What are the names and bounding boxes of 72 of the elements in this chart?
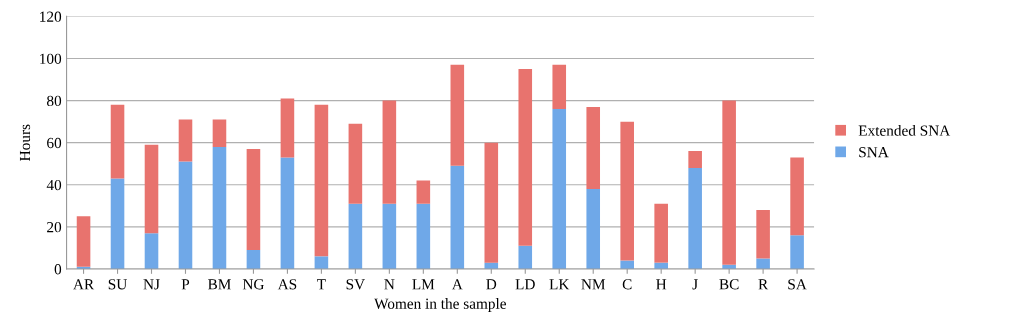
bar — [382, 203, 397, 269]
bar — [484, 142, 499, 263]
bar — [348, 123, 363, 204]
x-tick-label: NM — [581, 279, 606, 290]
x-tick-label: T — [317, 279, 326, 290]
bar — [246, 250, 261, 269]
x-tick-label: R — [758, 279, 769, 290]
y-tick-label: 20 — [47, 222, 62, 233]
x-tick-label: D — [486, 279, 497, 290]
bar — [382, 100, 397, 204]
bar — [280, 157, 295, 269]
y-tick-label: 60 — [47, 137, 62, 149]
y-tick-label: 80 — [47, 95, 62, 107]
bar — [314, 256, 329, 269]
bar — [450, 64, 465, 166]
bar — [110, 178, 125, 269]
bar — [654, 203, 668, 263]
bar — [790, 157, 804, 236]
x-tick-label: NG — [242, 279, 264, 290]
x-tick-label: NJ — [143, 279, 160, 290]
bar — [178, 119, 193, 162]
bar — [212, 119, 227, 147]
legend-label: SNA — [859, 147, 889, 158]
x-tick-label: SV — [346, 279, 365, 290]
y-axis-title: Hours — [19, 124, 31, 161]
bar — [416, 203, 431, 269]
bar — [586, 188, 601, 269]
bar — [76, 216, 91, 267]
x-tick-label: H — [656, 279, 667, 290]
bar — [586, 106, 601, 189]
bar — [246, 148, 261, 251]
bar — [212, 146, 227, 269]
bar — [756, 258, 770, 269]
bar — [314, 104, 329, 257]
bar — [348, 203, 363, 269]
x-tick-label: C — [622, 279, 632, 290]
x-tick-label: A — [451, 279, 463, 290]
bar — [518, 245, 533, 269]
y-tick-label: 0 — [54, 264, 62, 275]
bar — [178, 161, 193, 269]
x-tick-label: P — [181, 279, 190, 290]
x-tick-label: J — [692, 279, 698, 290]
x-tick-label: LM — [412, 279, 435, 290]
x-tick-label: BC — [719, 279, 739, 290]
y-tick-label: 100 — [40, 53, 62, 64]
bar — [552, 64, 567, 110]
x-tick-label: N — [384, 279, 395, 290]
bar — [518, 69, 533, 246]
x-tick-label: SU — [108, 279, 127, 290]
bar — [790, 235, 804, 269]
bar — [688, 151, 702, 168]
x-tick-label: AR — [73, 279, 95, 290]
y-tick-label: 40 — [46, 179, 62, 191]
x-tick-label: LK — [549, 279, 570, 290]
x-tick-label: AS — [277, 279, 297, 290]
x-axis-title: Women in the sample — [374, 298, 506, 312]
bar — [110, 104, 125, 179]
x-tick-label: LD — [515, 279, 535, 290]
bar — [620, 121, 634, 261]
bar — [756, 210, 770, 259]
y-tick-label: 120 — [40, 11, 62, 22]
bar — [450, 165, 465, 269]
bar — [722, 100, 736, 265]
x-tick-label: SA — [788, 279, 807, 290]
bar — [280, 98, 295, 158]
x-tick-label: BM — [208, 279, 231, 290]
legend-label: Extended SNA — [858, 125, 951, 136]
bar — [688, 167, 702, 269]
bar — [416, 180, 431, 204]
bar — [144, 233, 159, 269]
bar — [552, 109, 567, 269]
bar — [144, 144, 159, 234]
